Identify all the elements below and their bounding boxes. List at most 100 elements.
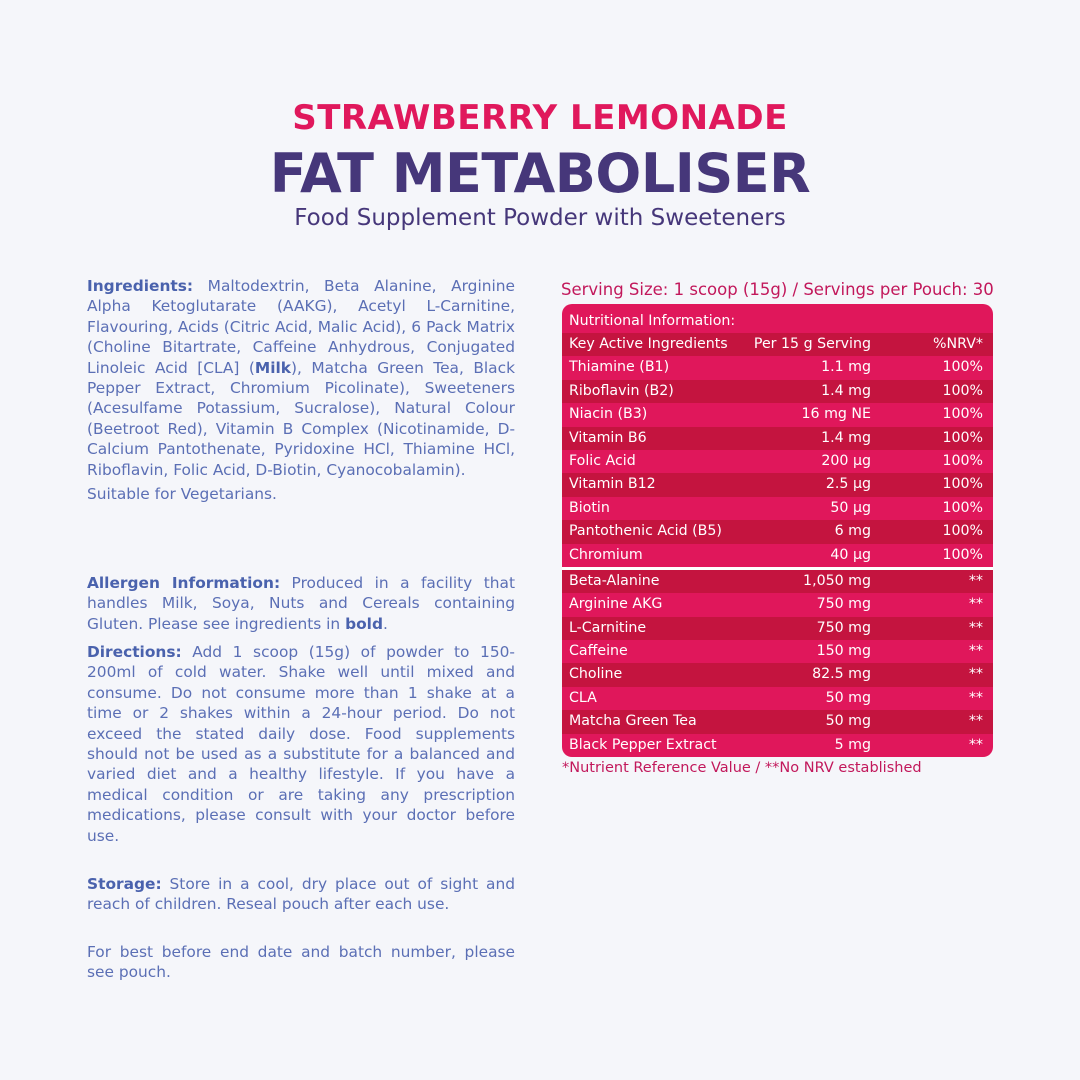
table-row: Caffeine 150 mg ** (562, 640, 993, 664)
table-row: Pantothenic Acid (B5) 6 mg 100% (562, 520, 993, 544)
table-row: Beta-Alanine 1,050 mg ** (562, 569, 993, 594)
nutrient-amount: 200 µg (821, 452, 871, 469)
nutrient-nrv: 100% (942, 523, 983, 540)
nutrient-name: Folic Acid (569, 452, 636, 469)
table-row: Matcha Green Tea 50 mg ** (562, 710, 993, 734)
table-row: Black Pepper Extract 5 mg ** (562, 733, 993, 758)
table-title-row: Nutritional Information: (562, 304, 993, 333)
nutrient-name: Biotin (569, 499, 610, 516)
allergen-section: Allergen Information: Produced in a faci… (87, 573, 515, 634)
footnote: *Nutrient Reference Value / **No NRV est… (562, 760, 922, 776)
nutrient-amount: 150 mg (816, 643, 871, 660)
nutrient-name: Caffeine (569, 643, 628, 660)
table-row: Arginine AKG 750 mg ** (562, 593, 993, 617)
nutrient-amount: 5 mg (834, 736, 871, 753)
nutrient-amount: 50 mg (825, 713, 871, 730)
table-title: Nutritional Information: (569, 313, 736, 329)
table-row: CLA 50 mg ** (562, 686, 993, 711)
nutrient-nrv: 100% (942, 452, 983, 469)
product-subtitle: Food Supplement Powder with Sweeteners (294, 205, 786, 231)
ingredients-section: Ingredients: Maltodextrin, Beta Alanine,… (87, 276, 515, 504)
table-row: L-Carnitine 750 mg ** (562, 616, 993, 641)
directions-text: Add 1 scoop (15g) of powder to 150-200ml… (87, 643, 515, 845)
nutrient-name: Pantothenic Acid (B5) (569, 523, 722, 540)
nutrient-nrv: ** (968, 666, 983, 683)
nutrient-amount: 750 mg (816, 619, 871, 636)
table-row: Choline 82.5 mg ** (562, 663, 993, 687)
table-row: Biotin 50 µg 100% (562, 496, 993, 521)
nutrition-table: Nutritional Information: Key Active Ingr… (562, 304, 993, 758)
nutrient-amount: 16 mg NE (801, 406, 871, 423)
storage-section: Storage: Store in a cool, dry place out … (87, 874, 515, 915)
nutrient-nrv: ** (968, 619, 983, 636)
storage-text: Store in a cool, dry place out of sight … (87, 875, 515, 914)
nutrient-amount: 2.5 µg (825, 476, 871, 493)
allergen-text: Produced in a facility that handles Milk… (87, 574, 515, 633)
nutrient-amount: 82.5 mg (812, 666, 871, 683)
nutrient-name: Niacin (B3) (569, 406, 648, 423)
nutrient-amount: 40 µg (830, 546, 871, 563)
best-before-text: For best before end date and batch numbe… (87, 943, 515, 982)
storage-label: Storage: (87, 875, 162, 893)
table-row: Chromium 40 µg 100% (562, 543, 993, 567)
nutrient-nrv: 100% (942, 406, 983, 423)
nutrient-nrv: ** (968, 689, 983, 706)
nutrient-nrv: ** (968, 572, 983, 589)
nutrient-amount: 50 mg (825, 689, 871, 706)
nutrient-amount: 1.1 mg (821, 359, 871, 376)
bold-word: bold (345, 614, 383, 633)
product-title: FAT METABOLISER (269, 142, 811, 205)
nutrient-name: Chromium (569, 546, 643, 563)
nutrient-amount: 50 µg (830, 499, 871, 516)
nutrient-nrv: 100% (942, 382, 983, 399)
nutrient-nrv: ** (968, 713, 983, 730)
nutrient-nrv: 100% (942, 546, 983, 563)
allergen-text-end: . (382, 614, 388, 633)
table-row: Thiamine (B1) 1.1 mg 100% (562, 356, 993, 380)
divider (562, 566, 993, 570)
nutrient-name: Matcha Green Tea (569, 713, 697, 730)
nutrient-nrv: 100% (942, 359, 983, 376)
nutrient-amount: 6 mg (834, 523, 871, 540)
nutrient-name: L-Carnitine (569, 619, 647, 636)
nutrient-nrv: ** (968, 643, 983, 660)
table-row: Niacin (B3) 16 mg NE 100% (562, 403, 993, 427)
nutrient-name: Arginine AKG (569, 596, 663, 613)
nutrient-nrv: 100% (942, 476, 983, 493)
nutrient-name: Beta-Alanine (569, 572, 660, 589)
table-row: Vitamin B12 2.5 µg 100% (562, 473, 993, 497)
nutrient-name: Riboflavin (B2) (569, 382, 674, 399)
nutrient-nrv: ** (968, 596, 983, 613)
directions-section: Directions: Add 1 scoop (15g) of powder … (87, 642, 515, 846)
nutrient-name: CLA (569, 689, 597, 706)
table-row: Riboflavin (B2) 1.4 mg 100% (562, 379, 993, 404)
ingredients-text-cont: ), Matcha Green Tea, Black Pepper Extrac… (87, 358, 515, 479)
best-before-section: For best before end date and batch numbe… (87, 942, 515, 983)
table-header-row: Key Active Ingredients Per 15 g Serving … (562, 333, 993, 357)
allergen-milk: Milk (254, 358, 291, 377)
vegetarian-note: Suitable for Vegetarians. (87, 485, 277, 504)
nutrient-amount: 1.4 mg (821, 429, 871, 446)
nutrient-name: Vitamin B12 (569, 476, 656, 493)
nutrient-name: Vitamin B6 (569, 429, 647, 446)
ingredients-label: Ingredients: (87, 277, 194, 295)
nutrient-nrv: 100% (942, 499, 983, 516)
table-row: Vitamin B6 1.4 mg 100% (562, 426, 993, 450)
nutrient-amount: 750 mg (816, 596, 871, 613)
nutrient-nrv: ** (968, 736, 983, 753)
column-header: Per 15 g Serving (753, 336, 871, 352)
directions-label: Directions: (87, 643, 182, 661)
nutrient-nrv: 100% (942, 429, 983, 446)
flavour-title: STRAWBERRY LEMONADE (292, 98, 788, 138)
table-row: Folic Acid 200 µg 100% (562, 449, 993, 474)
nutrient-amount: 1,050 mg (803, 572, 871, 589)
nutrient-amount: 1.4 mg (821, 382, 871, 399)
nutrient-name: Choline (569, 666, 623, 683)
nutrient-name: Thiamine (B1) (569, 359, 670, 376)
nutrient-name: Black Pepper Extract (569, 736, 717, 753)
serving-size: Serving Size: 1 scoop (15g) / Servings p… (561, 280, 994, 299)
allergen-label: Allergen Information: (87, 574, 281, 592)
ingredients-text: Maltodextrin, Beta Alanine, Arginine Alp… (87, 277, 515, 377)
column-header: %NRV* (933, 336, 983, 352)
column-header: Key Active Ingredients (569, 336, 728, 352)
